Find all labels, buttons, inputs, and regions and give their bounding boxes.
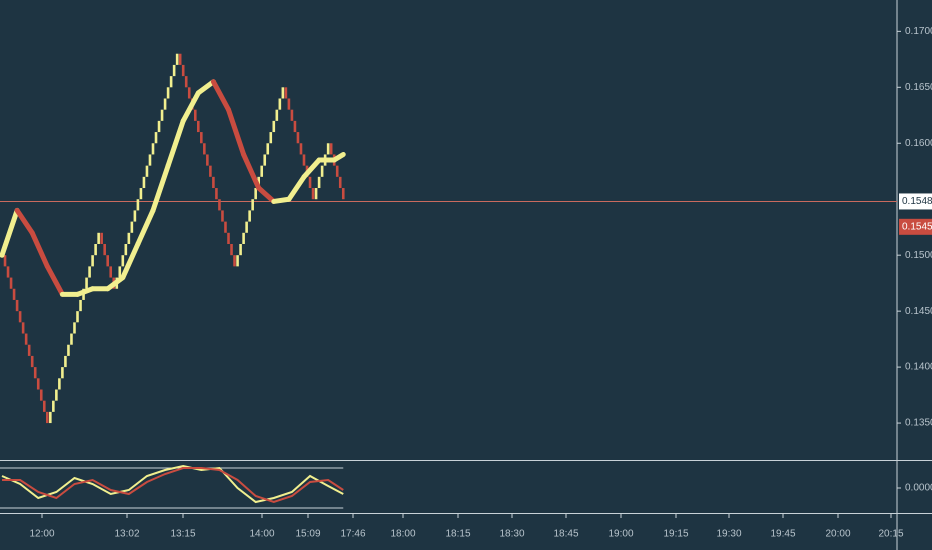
moving-average-segment [150, 163, 171, 213]
moving-average-segment [180, 90, 201, 124]
x-tick-label: 13:02 [114, 529, 139, 540]
moving-average-segment [195, 79, 216, 96]
current-price-box [899, 218, 932, 235]
moving-average-segment [301, 157, 322, 180]
moving-average-segment [165, 118, 186, 169]
moving-average-segment [75, 286, 96, 297]
x-tick-label: 18:00 [390, 529, 415, 540]
x-tick-label: 12:00 [29, 529, 54, 540]
x-tick-label: 18:45 [553, 529, 578, 540]
x-tick-label: 15:09 [295, 529, 320, 540]
x-tick-label: 18:30 [499, 529, 524, 540]
x-tick-label: 17:46 [340, 529, 365, 540]
moving-average-segment [135, 207, 156, 247]
oscillator-line [1, 464, 344, 504]
moving-average-segment [256, 185, 277, 204]
x-tick-label: 19:15 [663, 529, 688, 540]
moving-average-segment [271, 196, 292, 204]
last-price-label: 0.1548 [902, 196, 932, 207]
moving-average-segment [286, 174, 307, 202]
moving-average-segment [0, 207, 20, 258]
moving-average-segment [14, 207, 35, 236]
moving-average-segment [105, 275, 126, 292]
x-tick-label: 13:15 [170, 529, 195, 540]
x-tick-label: 19:30 [716, 529, 741, 540]
moving-average-segment [210, 79, 231, 113]
moving-average-segment [226, 107, 247, 157]
x-tick-label: 14:00 [249, 529, 274, 540]
x-tick-label: 20:00 [825, 529, 850, 540]
oscillator-line [2, 467, 344, 504]
last-price-box [899, 193, 932, 210]
oscillator-tick-label: 0.0000 [905, 483, 932, 494]
moving-average-segment [241, 151, 262, 191]
moving-average-segment [120, 241, 141, 281]
moving-average-segment [44, 263, 65, 297]
x-tick-label: 20:15 [878, 529, 903, 540]
x-tick-label: 18:15 [445, 529, 470, 540]
x-tick-label: 19:45 [770, 529, 795, 540]
current-price-label: 0.1545 [902, 221, 932, 232]
x-tick-label: 19:00 [608, 529, 633, 540]
moving-average-segment [331, 151, 346, 163]
moving-average-segment [29, 230, 50, 269]
